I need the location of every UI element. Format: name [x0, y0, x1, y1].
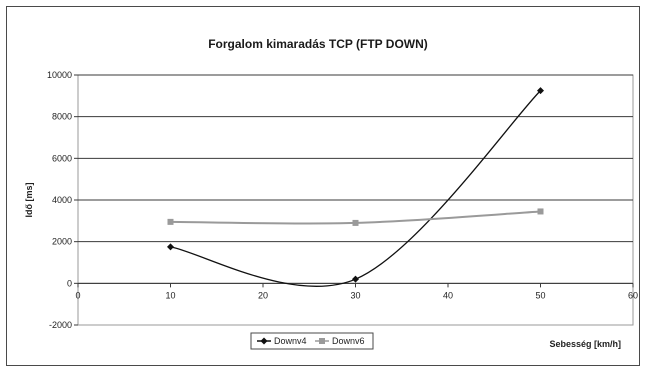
data-point-downv6	[537, 208, 544, 215]
x-tick-label: 20	[258, 290, 268, 300]
x-tick-label: 50	[535, 290, 545, 300]
chart-svg: Forgalom kimaradás TCP (FTP DOWN) -2000 0…	[24, 37, 638, 350]
x-tick-label: 0	[75, 290, 80, 300]
legend-marker-downv4	[260, 337, 268, 345]
data-point-downv6	[167, 218, 174, 225]
data-point-downv6	[352, 219, 359, 226]
y-tick-label: 0	[67, 278, 72, 288]
legend-label-downv4: Downv4	[274, 336, 307, 346]
y-tick-label: 8000	[52, 112, 72, 122]
chart-title: Forgalom kimaradás TCP (FTP DOWN)	[208, 37, 428, 51]
data-point-downv4	[537, 87, 544, 95]
x-tick-label: 60	[628, 290, 638, 300]
y-tick-label: 10000	[47, 70, 72, 80]
x-axis-label: Sebesség [km/h]	[549, 339, 621, 349]
legend-label-downv6: Downv6	[332, 336, 365, 346]
y-tick-label: 2000	[52, 237, 72, 247]
y-tick-label: 4000	[52, 195, 72, 205]
y-tick-label: 6000	[52, 153, 72, 163]
x-tick-label: 40	[443, 290, 453, 300]
y-axis-label: Idő [ms]	[24, 182, 34, 217]
series-line-downv4	[170, 90, 541, 287]
x-tick-label: 10	[165, 290, 175, 300]
data-point-downv4	[167, 243, 174, 251]
x-tick-label: 30	[350, 290, 360, 300]
chart-frame: Forgalom kimaradás TCP (FTP DOWN) -2000 0…	[6, 6, 640, 366]
legend: Downv4 Downv6	[250, 332, 374, 350]
y-tick-label: -2000	[49, 320, 72, 330]
legend-marker-downv6	[319, 338, 325, 344]
legend-box	[250, 332, 374, 350]
data-point-downv4	[352, 275, 359, 283]
